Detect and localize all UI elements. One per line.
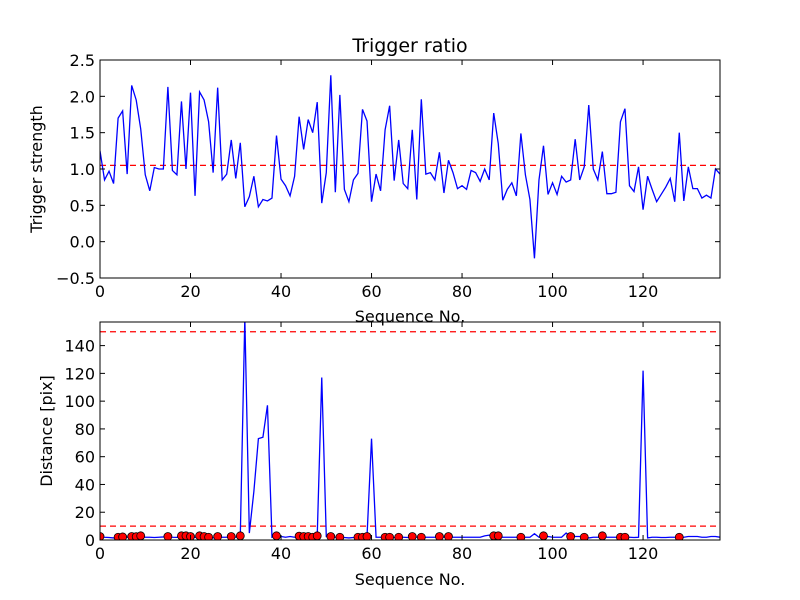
data-marker [435, 532, 444, 540]
y-tick-label: −0.5 [56, 269, 95, 288]
data-marker [394, 532, 404, 540]
y-tick-label: 80 [75, 420, 95, 439]
bottom-axes-frame [99, 321, 721, 541]
x-tick-label: 60 [361, 282, 381, 301]
y-tick-label: 0.0 [70, 233, 95, 252]
x-tick-label: 20 [180, 282, 200, 301]
marker-group [100, 531, 684, 540]
data-marker [620, 532, 630, 540]
x-tick-label: 100 [537, 282, 568, 301]
y-tick-label: 2.0 [70, 87, 95, 106]
bottom-plot-area [100, 322, 720, 540]
y-tick-label: 140 [64, 337, 95, 356]
y-tick-label: 0.5 [70, 196, 95, 215]
data-marker [407, 532, 417, 540]
x-axis-label: Sequence No. [355, 570, 466, 589]
x-tick-label: 120 [628, 544, 659, 563]
data-marker [516, 532, 526, 540]
x-tick-label: 40 [271, 282, 291, 301]
data-marker [416, 532, 426, 540]
y-axis-ticks: 0 20 40 60 80 100 120 140 [64, 337, 720, 550]
data-marker [118, 532, 128, 540]
data-marker [136, 531, 146, 540]
distance-series-line [100, 322, 720, 539]
x-tick-label: 60 [361, 544, 381, 563]
chart-trigger-ratio: Trigger ratio 0 20 40 60 80 100 120 −0.5 0.0 0.5… [27, 35, 721, 326]
x-tick-label: 0 [95, 282, 105, 301]
data-marker [312, 531, 322, 540]
y-tick-label: 100 [64, 392, 95, 411]
data-marker [674, 532, 684, 540]
x-axis-label: Sequence No. [355, 307, 466, 326]
y-tick-label: 20 [75, 503, 95, 522]
data-marker [326, 532, 336, 540]
data-marker [235, 531, 245, 540]
x-axis-ticks: 0 20 40 60 80 100 120 [95, 60, 658, 301]
data-marker [204, 532, 214, 540]
chart-title: Trigger ratio [351, 35, 467, 57]
y-axis-ticks: −0.5 0.0 0.5 1.0 1.5 2.0 2.5 [56, 51, 720, 288]
top-plot-area [100, 75, 720, 259]
data-marker [362, 532, 372, 540]
y-tick-label: 40 [75, 475, 95, 494]
data-marker [385, 532, 395, 540]
series-line [100, 75, 720, 259]
y-tick-label: 60 [75, 448, 95, 467]
data-marker [493, 531, 503, 540]
data-marker [579, 532, 589, 540]
y-tick-label: 1.0 [70, 160, 95, 179]
data-marker [226, 532, 236, 540]
y-tick-label: 2.5 [70, 51, 95, 70]
x-tick-label: 0 [95, 544, 105, 563]
y-tick-label: 120 [64, 364, 95, 383]
data-marker [213, 532, 223, 540]
data-marker [444, 532, 453, 540]
data-marker [100, 532, 105, 540]
y-axis-label: Trigger strength [27, 105, 46, 234]
x-tick-label: 80 [452, 544, 472, 563]
x-tick-label: 80 [452, 282, 472, 301]
data-marker [539, 531, 548, 540]
top-axes-frame [99, 59, 721, 279]
data-marker [597, 531, 607, 540]
data-marker [566, 532, 576, 540]
chart-distance: 0 20 40 60 80 100 120 0 20 40 60 80 100 120 140 Seque… [37, 321, 721, 589]
y-tick-label: 1.5 [70, 124, 95, 143]
y-tick-label: 0 [85, 531, 95, 550]
x-tick-label: 100 [537, 544, 568, 563]
data-marker [163, 532, 173, 540]
x-axis-ticks: 0 20 40 60 80 100 120 [95, 322, 658, 563]
x-tick-label: 120 [628, 282, 659, 301]
data-marker [335, 532, 345, 540]
x-tick-label: 40 [271, 544, 291, 563]
x-tick-label: 20 [180, 544, 200, 563]
y-axis-label: Distance [pix] [37, 375, 56, 487]
data-marker [272, 531, 281, 540]
